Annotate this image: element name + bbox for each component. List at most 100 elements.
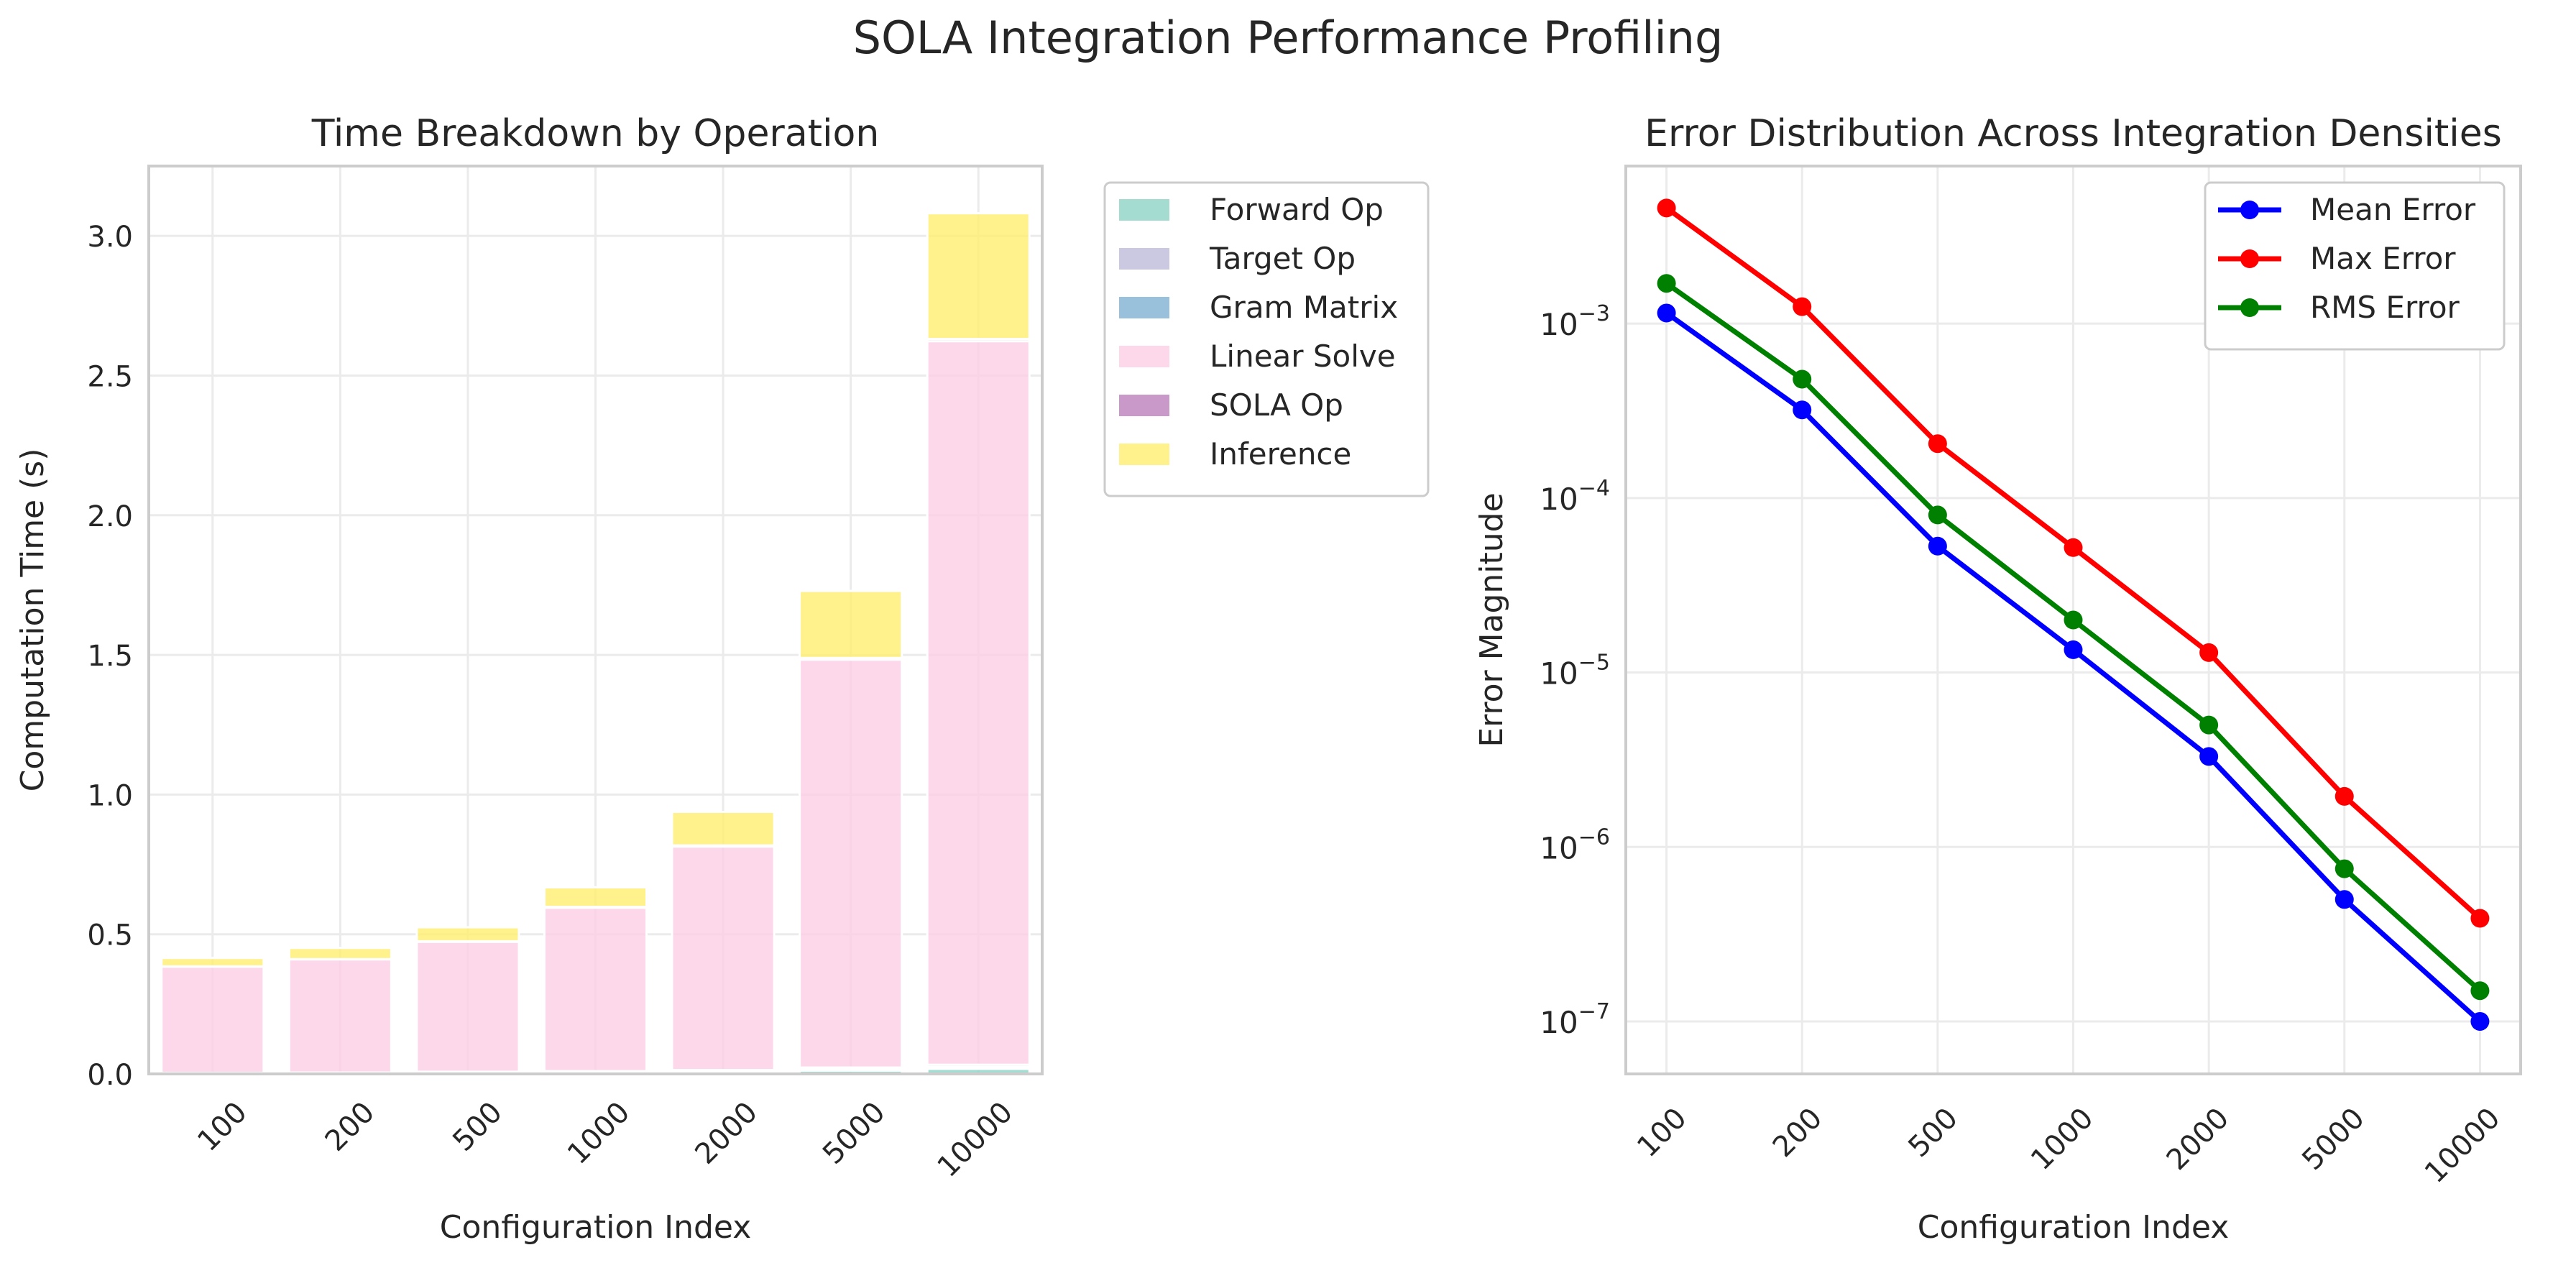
bar-segment (160, 957, 265, 968)
series-point (2334, 786, 2354, 806)
left-y-tick-label: 1.5 (87, 640, 133, 673)
legend-swatch (1119, 297, 1169, 318)
legend-label: Mean Error (2310, 192, 2476, 227)
left-x-tick-label: 1000 (561, 1095, 637, 1171)
legend-label: Max Error (2310, 241, 2456, 276)
right-x-tick-label: 100 (1631, 1102, 1693, 1164)
time-breakdown-chart: 0.0 0.5 1.0 1.5 2.0 2.5 3.0 100 200 500 1000 2000 5… (14, 112, 1430, 1246)
right-y-axis-label: Error Magnitude (1473, 492, 1510, 747)
series-point (1793, 297, 1812, 316)
series-point (2470, 981, 2490, 1001)
bar-segment (799, 658, 903, 1069)
right-series-lines (1657, 198, 2490, 1031)
series-point (2334, 890, 2354, 909)
series-point (1793, 369, 1812, 389)
right-x-tick-label: 1000 (2025, 1102, 2100, 1177)
legend-marker (2240, 249, 2259, 268)
right-chart-title: Error Distribution Across Integration De… (1644, 112, 2502, 155)
legend-label: Target Op (1209, 241, 1356, 276)
bar-segment (926, 212, 1031, 341)
legend-label: Linear Solve (1210, 339, 1396, 374)
left-x-tick-label: 100 (191, 1095, 254, 1158)
left-legend: Forward Op Target Op Gram Matrix Linear Sol… (1103, 181, 1430, 497)
series-point (2199, 715, 2219, 735)
bar-segment (543, 886, 648, 909)
left-x-tick-label: 200 (319, 1095, 382, 1158)
left-y-tick-label: 2.5 (87, 360, 133, 393)
left-y-axis-label: Computation Time (s) (14, 449, 51, 792)
left-y-tick-label: 3.0 (87, 221, 133, 254)
left-y-ticks: 0.0 0.5 1.0 1.5 2.0 2.5 3.0 (87, 221, 133, 1092)
legend-label: Forward Op (1210, 192, 1384, 227)
bar-segment (288, 958, 392, 1074)
series-point (1793, 400, 1812, 420)
right-x-tick-label: 500 (1902, 1102, 1964, 1164)
series-point (1657, 303, 1676, 323)
right-x-tick-label: 10000 (2419, 1102, 2507, 1190)
bar-segment (926, 340, 1031, 1066)
legend-marker (2240, 298, 2259, 317)
series-point (2199, 747, 2219, 766)
left-y-tick-label: 2.0 (87, 500, 133, 533)
bar-segment (415, 926, 520, 942)
series-point (1928, 434, 1947, 454)
right-y-tick-label: 10−3 (1540, 301, 1610, 342)
left-y-tick-label: 0.0 (87, 1059, 133, 1092)
legend-swatch (1119, 346, 1169, 367)
legend-label: RMS Error (2310, 290, 2460, 325)
right-x-tick-label: 5000 (2296, 1102, 2371, 1177)
bar-segment (543, 906, 648, 1072)
right-x-tick-label: 2000 (2161, 1102, 2236, 1177)
legend-swatch (1119, 248, 1169, 270)
right-plot-frame (1624, 165, 2522, 1075)
series-point (2470, 909, 2490, 928)
right-y-tick-label: 10−7 (1540, 999, 1610, 1040)
left-chart-title: Time Breakdown by Operation (311, 112, 880, 155)
series-point (1928, 505, 1947, 525)
left-legend-frame (1103, 181, 1430, 497)
right-y-ticks: 10−7 10−6 10−5 10−4 10−3 (1540, 301, 1610, 1040)
left-plot-frame (147, 165, 1044, 1075)
legend-label: Gram Matrix (1210, 290, 1398, 325)
right-y-tick-label: 10−4 (1540, 476, 1610, 517)
bar-segment (160, 965, 265, 1074)
series-point (2064, 538, 2083, 557)
left-x-axis-label: Configuration Index (440, 1209, 752, 1246)
bar-segment (799, 589, 903, 659)
series-point (2064, 640, 2083, 659)
right-x-tick-label: 200 (1767, 1102, 1829, 1164)
left-y-tick-label: 0.5 (87, 919, 133, 952)
bar-segment (671, 810, 776, 847)
left-x-tick-label: 5000 (816, 1095, 892, 1171)
series-point (1928, 536, 1947, 556)
right-x-ticks: 100 200 500 1000 2000 5000 10000 (1631, 1102, 2506, 1190)
left-bars (160, 212, 1031, 1075)
left-x-tick-label: 10000 (932, 1095, 1020, 1184)
left-y-tick-label: 1.0 (87, 779, 133, 812)
legend-marker (2240, 201, 2259, 219)
legend-swatch (1119, 199, 1169, 221)
right-x-axis-label: Configuration Index (1918, 1209, 2230, 1246)
legend-swatch (1119, 395, 1169, 416)
right-legend: Mean Error Max Error RMS Error (2204, 181, 2506, 351)
right-y-tick-label: 10−6 (1540, 824, 1610, 865)
legend-label: SOLA Op (1210, 387, 1343, 423)
left-x-ticks: 100 200 500 1000 2000 5000 10000 (191, 1095, 1019, 1184)
series-point (1657, 274, 1676, 293)
series-point (1657, 198, 1676, 218)
bar-segment (415, 940, 520, 1073)
series-point (2470, 1011, 2490, 1031)
left-x-tick-label: 500 (446, 1095, 509, 1158)
right-y-tick-label: 10−5 (1540, 651, 1610, 692)
left-x-tick-label: 2000 (689, 1095, 764, 1171)
series-point (2334, 859, 2354, 878)
legend-label: Inference (1210, 436, 1351, 472)
figure-suptitle: SOLA Integration Performance Profiling (853, 12, 1724, 64)
legend-swatch (1119, 444, 1169, 465)
bar-segment (288, 947, 392, 960)
error-distribution-chart: 10−7 10−6 10−5 10−4 10−3 100 200 500 1000 2000 50… (1473, 112, 2522, 1246)
series-point (2064, 610, 2083, 630)
series-point (2199, 643, 2219, 662)
bar-segment (671, 845, 776, 1072)
